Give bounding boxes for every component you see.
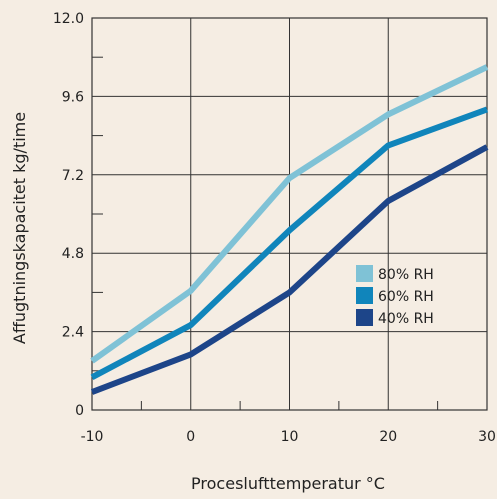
legend-label: 60% RH [378,289,434,305]
x-tick-label: 30 [478,429,496,445]
legend-swatch [356,309,373,326]
series-line-60-rh [90,106,489,380]
x-tick-label: -10 [81,429,104,445]
legend-swatch [356,265,373,282]
x-tick-label: 20 [379,429,397,445]
series-line-80-rh [90,64,489,364]
plot-frame [91,17,488,411]
y-axis-title: Affugtningskapacitet kg/time [10,112,29,344]
x-tick-label: 10 [281,429,299,445]
grid [91,17,488,411]
y-tick-label: 7.2 [62,168,84,184]
y-tick-label: 12.0 [53,11,84,27]
x-axis-title: Proceslufttemperatur °C [191,474,385,493]
series-lines [90,64,489,395]
y-tick-label: 9.6 [62,89,84,105]
series-line-40-rh [90,144,489,395]
y-tick-label: 0 [75,403,84,419]
y-tick-label: 2.4 [62,325,84,341]
y-tick-label: 4.8 [62,246,84,262]
legend: 80% RH 60% RH 40% RH [356,265,434,327]
legend-label: 40% RH [378,311,434,327]
legend-label: 80% RH [378,267,434,283]
x-tick-label: 0 [186,429,195,445]
axes: 0 2.4 4.8 7.2 9.6 12.0 -10 0 10 20 30 [53,11,496,445]
legend-swatch [356,287,373,304]
